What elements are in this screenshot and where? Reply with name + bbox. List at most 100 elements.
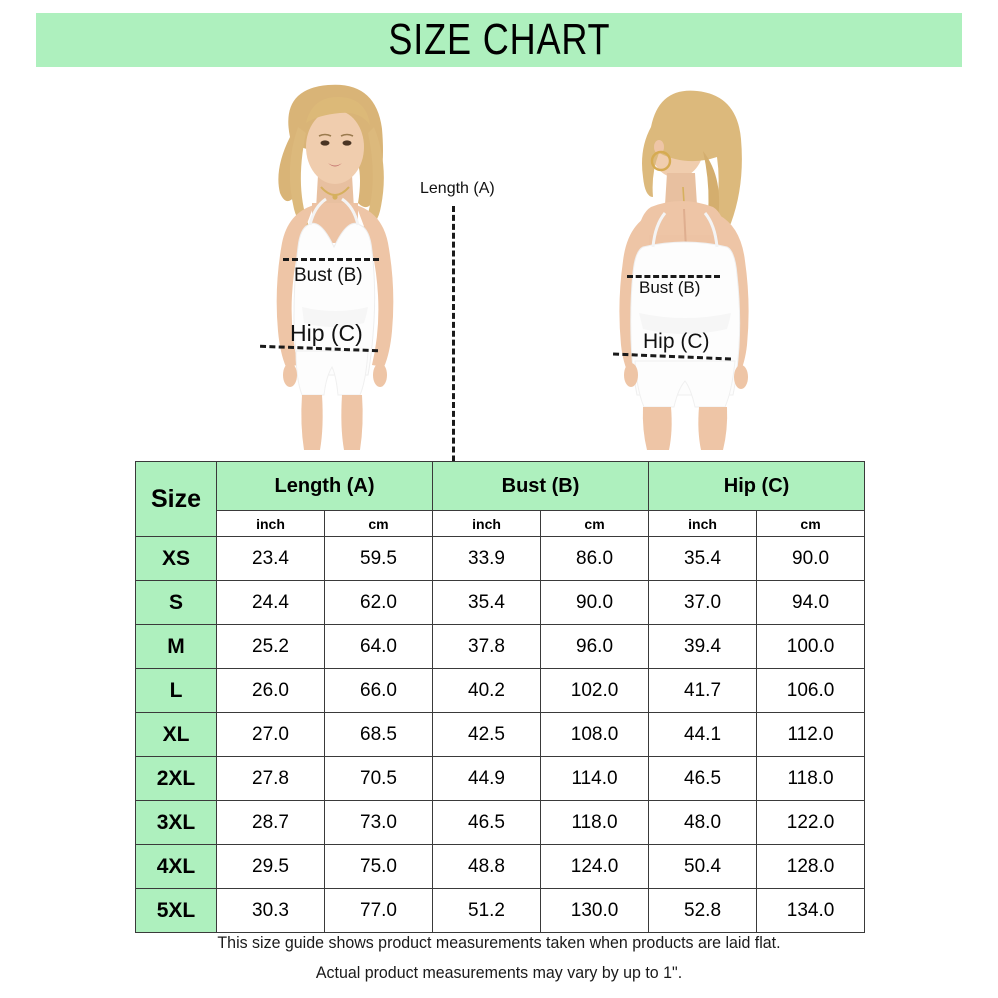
cell-hip-cm: 100.0 [756, 624, 866, 669]
table-unit-header-row: inch cm inch cm inch cm [136, 510, 866, 537]
size-chart-table: Size Length (A) Bust (B) Hip (C) inch cm… [135, 461, 866, 933]
length-indicator: Length (A) [420, 180, 540, 510]
cell-length-cm: 73.0 [323, 800, 434, 845]
cell-length-in: 30.3 [216, 888, 325, 933]
cell-hip-in: 48.0 [648, 800, 758, 845]
bust-label-front: Bust (B) [294, 265, 363, 286]
table-row: S 24.4 62.0 35.4 90.0 37.0 94.0 [135, 580, 866, 625]
column-header-length: Length (A) [215, 461, 434, 511]
cell-bust-in: 35.4 [432, 580, 542, 625]
unit-header-length-cm: cm [323, 510, 434, 537]
cell-bust-in: 44.9 [432, 756, 542, 801]
unit-header-bust-inch: inch [432, 510, 542, 537]
cell-bust-in: 37.8 [432, 624, 542, 669]
length-label: Length (A) [420, 180, 495, 197]
table-row: 5XL 30.3 77.0 51.2 130.0 52.8 134.0 [135, 888, 866, 933]
cell-size: 2XL [135, 756, 217, 801]
cell-bust-cm: 124.0 [540, 844, 650, 889]
cell-size: XS [135, 536, 217, 581]
table-row: L 26.0 66.0 40.2 102.0 41.7 106.0 [135, 668, 866, 713]
table-row: XL 27.0 68.5 42.5 108.0 44.1 112.0 [135, 712, 866, 757]
footer-note-2: Actual product measurements may vary by … [315, 963, 683, 982]
product-figures: Bust (B) Hip (C) Length (A) [0, 75, 998, 506]
cell-hip-cm: 90.0 [756, 536, 866, 581]
cell-hip-in: 41.7 [648, 668, 758, 713]
length-measure-line [452, 206, 455, 506]
cell-bust-cm: 96.0 [540, 624, 650, 669]
cell-length-in: 27.8 [216, 756, 325, 801]
cell-bust-cm: 114.0 [540, 756, 650, 801]
column-header-hip: Hip (C) [648, 461, 866, 511]
cell-bust-in: 46.5 [432, 800, 542, 845]
cell-bust-in: 51.2 [432, 888, 542, 933]
cell-size: S [135, 580, 217, 625]
cell-bust-cm: 90.0 [540, 580, 650, 625]
cell-bust-in: 48.8 [432, 844, 542, 889]
cell-length-cm: 66.0 [323, 668, 434, 713]
cell-size: L [135, 668, 217, 713]
table-row: 4XL 29.5 75.0 48.8 124.0 50.4 128.0 [135, 844, 866, 889]
cell-length-in: 23.4 [216, 536, 325, 581]
cell-hip-in: 35.4 [648, 536, 758, 581]
column-header-size: Size [135, 461, 217, 537]
unit-header-length-inch: inch [216, 510, 325, 537]
cell-length-cm: 75.0 [323, 844, 434, 889]
unit-header-bust-cm: cm [540, 510, 650, 537]
cell-hip-in: 52.8 [648, 888, 758, 933]
table-row: 2XL 27.8 70.5 44.9 114.0 46.5 118.0 [135, 756, 866, 801]
cell-hip-in: 39.4 [648, 624, 758, 669]
unit-header-hip-inch: inch [648, 510, 758, 537]
column-header-bust: Bust (B) [432, 461, 650, 511]
cell-bust-in: 33.9 [432, 536, 542, 581]
cell-length-in: 26.0 [216, 668, 325, 713]
cell-length-cm: 77.0 [323, 888, 434, 933]
table-header: Size Length (A) Bust (B) Hip (C) inch cm… [135, 461, 866, 537]
cell-length-in: 27.0 [216, 712, 325, 757]
cell-bust-in: 40.2 [432, 668, 542, 713]
cell-size: 4XL [135, 844, 217, 889]
page-title: SIZE CHART [387, 15, 611, 64]
table-body: XS 23.4 59.5 33.9 86.0 35.4 90.0 S 24.4 … [135, 536, 866, 933]
cell-length-in: 24.4 [216, 580, 325, 625]
bust-measure-line-front [283, 258, 379, 261]
cell-hip-cm: 118.0 [756, 756, 866, 801]
cell-length-cm: 70.5 [323, 756, 434, 801]
cell-size: M [135, 624, 217, 669]
table-group-header-row: Size Length (A) Bust (B) Hip (C) [135, 461, 866, 537]
unit-header-hip-cm: cm [756, 510, 866, 537]
cell-hip-in: 50.4 [648, 844, 758, 889]
cell-length-in: 28.7 [216, 800, 325, 845]
size-chart-title-band: SIZE CHART [36, 13, 962, 67]
cell-bust-in: 42.5 [432, 712, 542, 757]
hip-label-back: Hip (C) [643, 330, 710, 353]
cell-length-cm: 68.5 [323, 712, 434, 757]
front-view-model-illustration [276, 84, 394, 450]
bust-label-back: Bust (B) [639, 278, 701, 297]
bust-measure-line-back [627, 275, 720, 278]
cell-length-cm: 62.0 [323, 580, 434, 625]
footer-note-1: This size guide shows product measuremen… [217, 933, 781, 952]
table-row: 3XL 28.7 73.0 46.5 118.0 48.0 122.0 [135, 800, 866, 845]
cell-length-in: 25.2 [216, 624, 325, 669]
cell-bust-cm: 102.0 [540, 668, 650, 713]
cell-hip-in: 46.5 [648, 756, 758, 801]
table-row: M 25.2 64.0 37.8 96.0 39.4 100.0 [135, 624, 866, 669]
cell-bust-cm: 118.0 [540, 800, 650, 845]
cell-hip-in: 44.1 [648, 712, 758, 757]
cell-hip-cm: 106.0 [756, 668, 866, 713]
cell-hip-cm: 134.0 [756, 888, 866, 933]
cell-size: 3XL [135, 800, 217, 845]
front-view-figure: Bust (B) Hip (C) [228, 75, 488, 450]
table-row: XS 23.4 59.5 33.9 86.0 35.4 90.0 [135, 536, 866, 581]
cell-size: 5XL [135, 888, 217, 933]
cell-size: XL [135, 712, 217, 757]
cell-bust-cm: 108.0 [540, 712, 650, 757]
cell-hip-in: 37.0 [648, 580, 758, 625]
cell-length-cm: 64.0 [323, 624, 434, 669]
footer-notes: This size guide shows product measuremen… [0, 928, 998, 988]
cell-length-in: 29.5 [216, 844, 325, 889]
cell-bust-cm: 86.0 [540, 536, 650, 581]
cell-length-cm: 59.5 [323, 536, 434, 581]
cell-bust-cm: 130.0 [540, 888, 650, 933]
cell-hip-cm: 122.0 [756, 800, 866, 845]
